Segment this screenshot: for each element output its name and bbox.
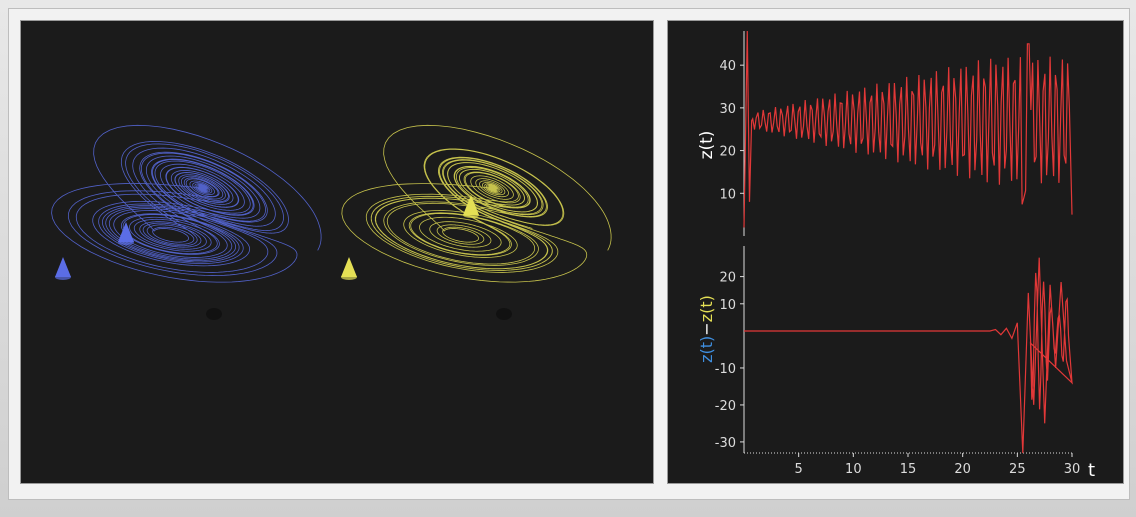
yellow-fixed-point bbox=[496, 308, 512, 320]
bottom-y-ticks: 20 10 -10 -20 -30 bbox=[715, 271, 744, 451]
blue-start-cone-marker bbox=[55, 257, 71, 280]
top-y-tick-label: 20 bbox=[719, 145, 736, 160]
blue-fixed-point bbox=[206, 308, 222, 320]
bottom-y-label: z(t)−z(t) bbox=[697, 295, 716, 363]
bottom-y-tick-label: -20 bbox=[715, 399, 736, 414]
x-tick-label: 10 bbox=[845, 462, 862, 477]
x-tick-label: 5 bbox=[795, 462, 803, 477]
bottom-y-label-separator: − bbox=[697, 322, 716, 335]
x-tick-label: 25 bbox=[1009, 462, 1026, 477]
x-tick-label: 30 bbox=[1064, 462, 1081, 477]
attractor-panel bbox=[20, 20, 654, 484]
top-y-label: z(t) bbox=[697, 131, 717, 160]
attractor-trajectory bbox=[51, 124, 322, 283]
bottom-y-tick-label: -10 bbox=[715, 362, 736, 377]
difference-series-line bbox=[744, 257, 1074, 454]
bottom-y-tick-label: 20 bbox=[719, 271, 736, 286]
bottom-y-label-part-yellow: z(t) bbox=[697, 295, 716, 322]
bottom-y-tick-label: 10 bbox=[719, 298, 736, 313]
bottom-y-tick-label: -30 bbox=[715, 436, 736, 451]
top-y-ticks: 40 30 20 10 bbox=[719, 59, 744, 202]
z-series-line bbox=[743, 30, 1073, 228]
x-tick-label: 20 bbox=[954, 462, 971, 477]
top-y-tick-label: 10 bbox=[719, 187, 736, 202]
attractor-canvas bbox=[51, 124, 612, 320]
blue-current-cone-marker bbox=[118, 222, 134, 245]
x-ticks: 5 10 15 20 25 30 bbox=[795, 453, 1081, 477]
blue-attractor bbox=[51, 124, 322, 283]
yellow-attractor bbox=[341, 124, 612, 283]
yellow-start-cone-marker bbox=[341, 257, 357, 280]
x-tick-label: 15 bbox=[900, 462, 917, 477]
top-y-tick-label: 30 bbox=[719, 102, 736, 117]
yellow-current-cone-marker bbox=[463, 195, 479, 218]
attractor-trajectory bbox=[341, 124, 612, 283]
x-axis-label: t bbox=[1088, 460, 1095, 481]
top-y-tick-label: 40 bbox=[719, 59, 736, 74]
bottom-y-label-part-blue: z(t) bbox=[697, 336, 716, 363]
